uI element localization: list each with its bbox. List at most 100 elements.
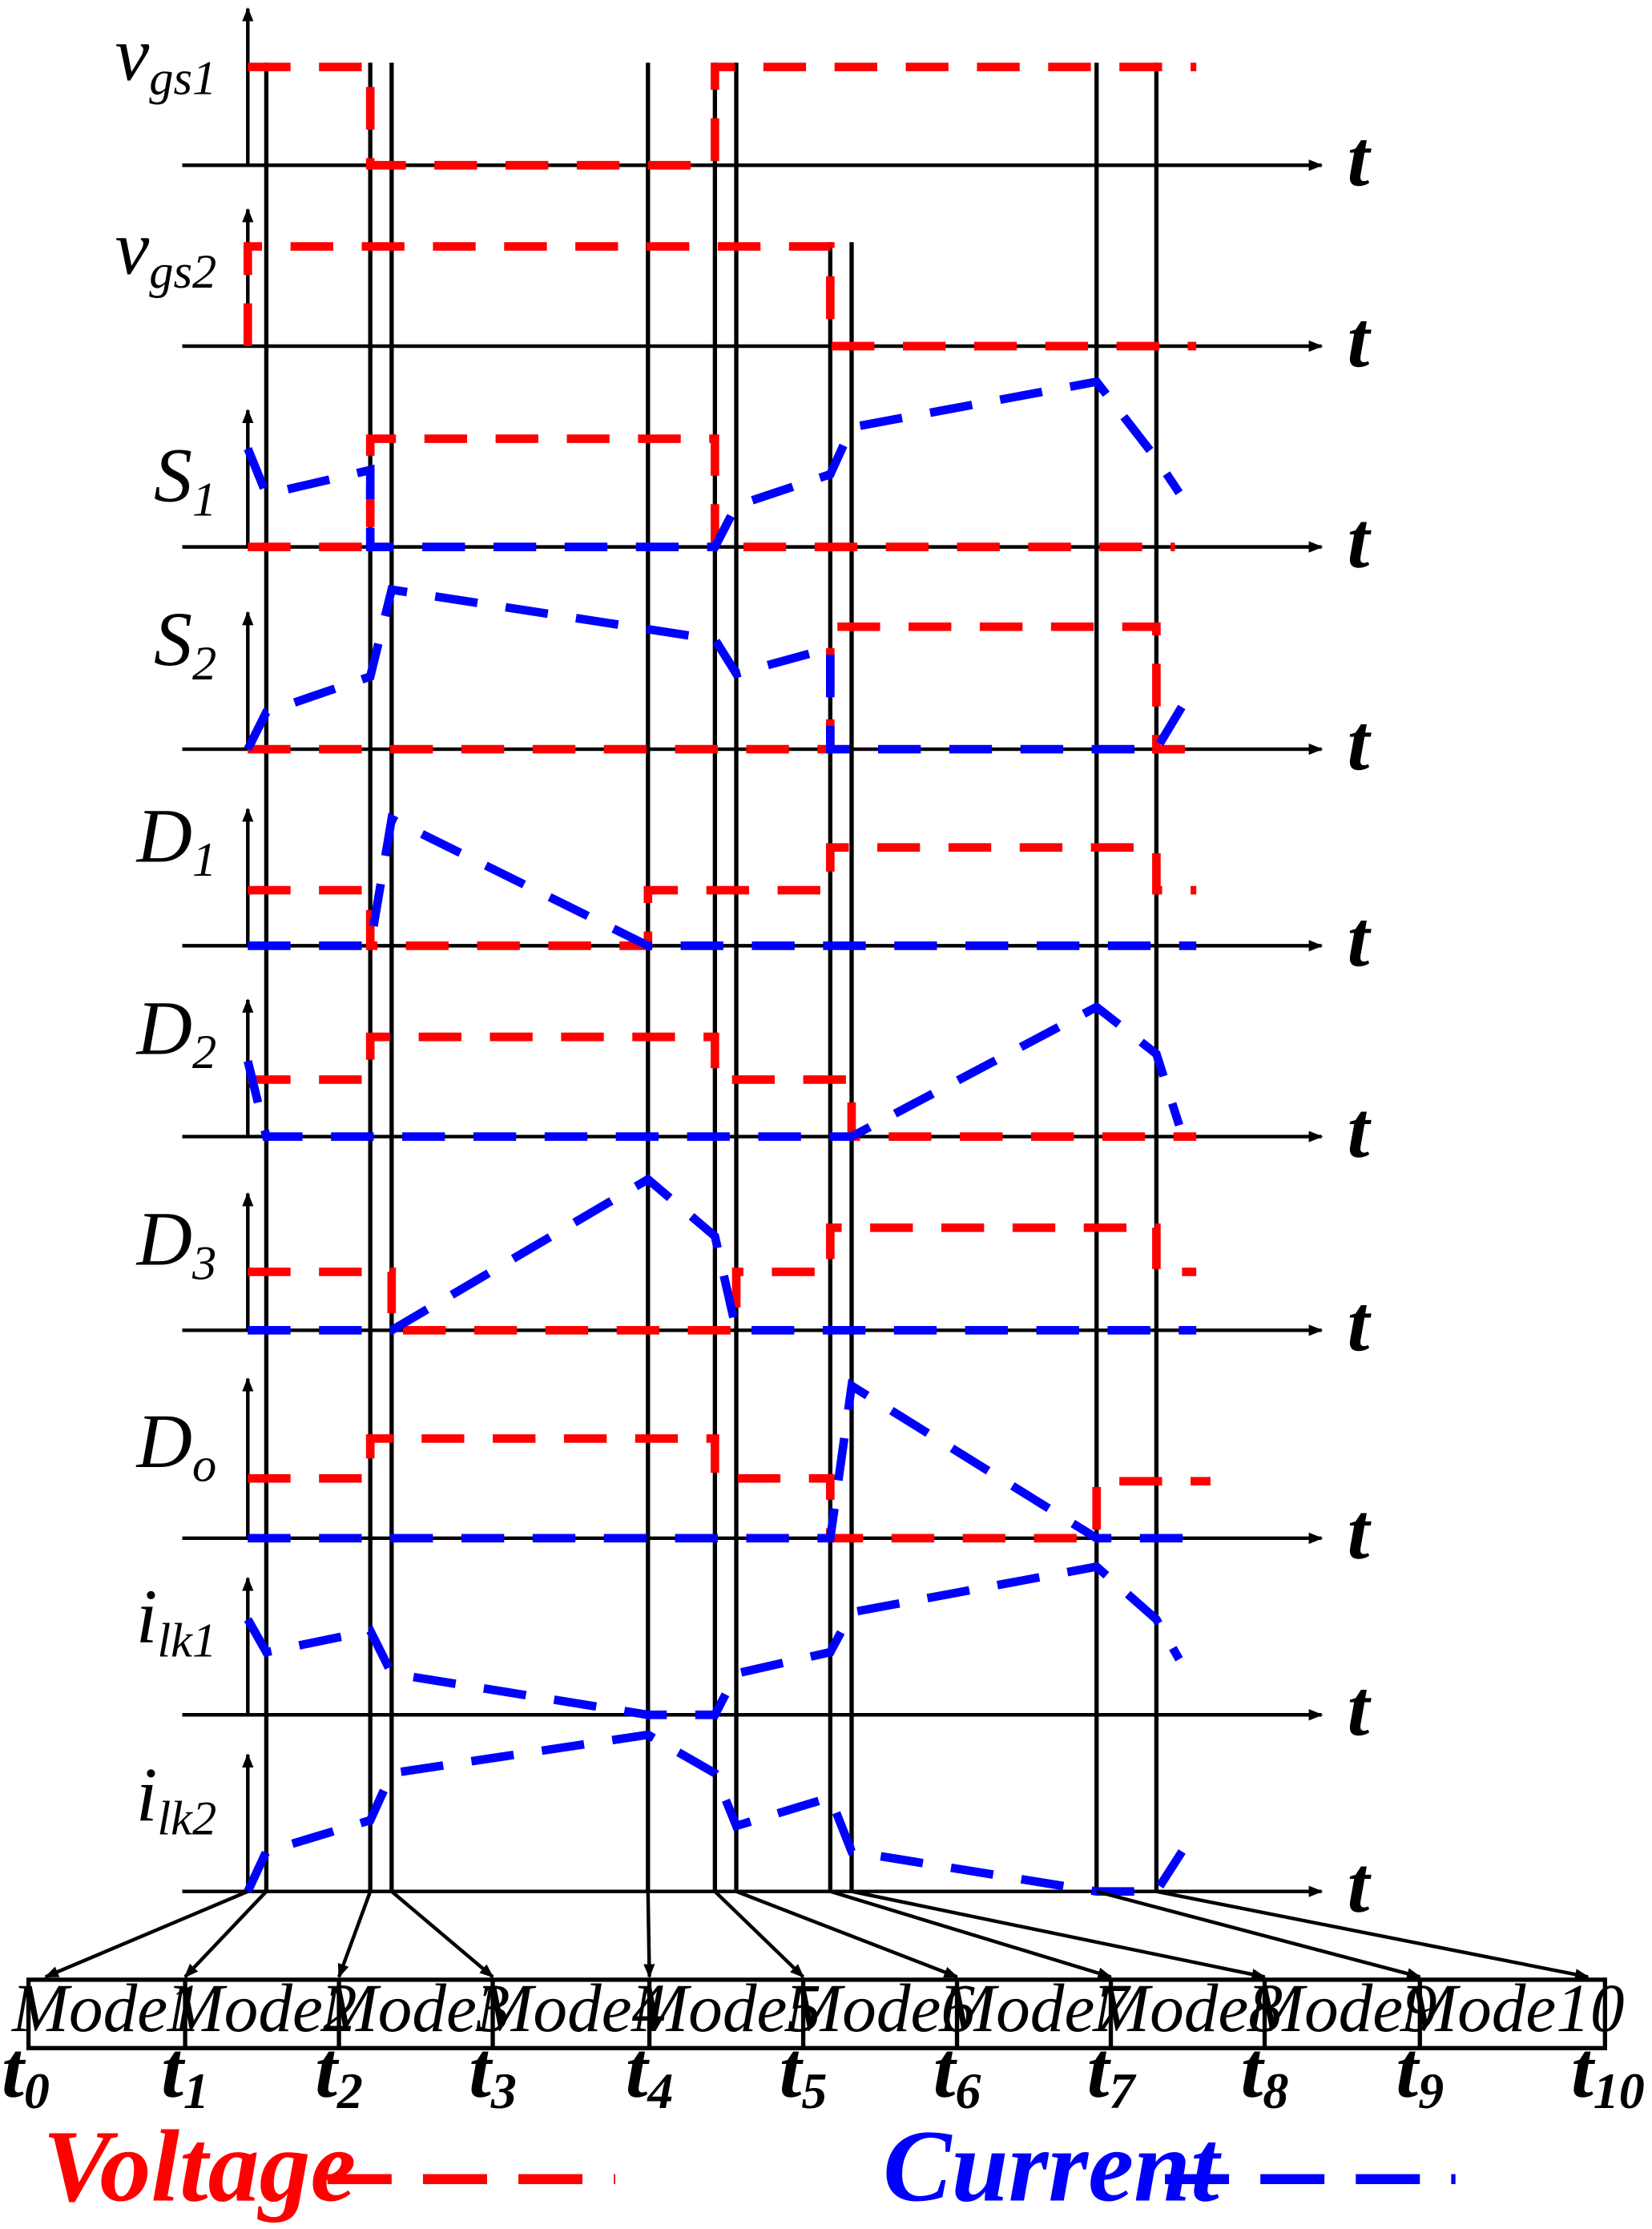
signal-label-base: D	[135, 985, 192, 1070]
time-tick-label: t1	[161, 2025, 209, 2119]
signal-label-base: D	[135, 1196, 192, 1282]
mode-label: Mode10	[1400, 1971, 1625, 2046]
time-tick-base: t	[315, 2025, 340, 2114]
signal-label-subscript: lk2	[157, 1792, 216, 1846]
time-tick-subscript: 2	[336, 2062, 363, 2119]
mode-boundary-arrow	[643, 1891, 655, 1979]
mode-label: Mode9	[1247, 1971, 1437, 2046]
time-tick-subscript: 6	[955, 2062, 981, 2119]
signal-label-subscript: 2	[192, 1026, 216, 1079]
mode-boundary-arrow	[1155, 1889, 1590, 1981]
time-axis-label: t	[1348, 1840, 1372, 1929]
axis-D3: t	[182, 1191, 1372, 1368]
signal-label-subscript: 2	[192, 637, 216, 691]
axis-D1: t	[182, 807, 1372, 983]
axis-vgs2: t	[182, 208, 1372, 384]
D1-current-waveform	[248, 812, 1197, 950]
time-axis-label: t	[1348, 1663, 1372, 1752]
signal-label-subscript: 1	[192, 474, 216, 527]
time-tick-base: t	[780, 2025, 804, 2114]
signal-label-Do: Do	[135, 1398, 217, 1493]
mode-boundary-arrow	[44, 1889, 249, 1979]
time-tick-subscript: 4	[647, 2062, 673, 2119]
D2-current-waveform	[244, 1002, 1183, 1141]
mode-boundary-arrow	[829, 1889, 1113, 1979]
time-tick-base: t	[1396, 2025, 1420, 2114]
time-tick-base: t	[2, 2025, 26, 2114]
time-tick-base: t	[933, 2025, 958, 2114]
time-axis-label: t	[1348, 1487, 1372, 1576]
vgs1-voltage-waveform	[248, 62, 1197, 170]
Do-current-waveform	[248, 1378, 1197, 1543]
S2-current-waveform	[244, 584, 1186, 754]
legend-current-label: Current	[883, 2109, 1222, 2223]
time-tick-subscript: 7	[1109, 2062, 1137, 2119]
time-axis-label: t	[1348, 894, 1372, 983]
axis-S2: t	[182, 611, 1372, 787]
axis-vgs1: t	[182, 6, 1372, 203]
S1-voltage-waveform	[248, 434, 1175, 551]
time-tick-label: t2	[315, 2025, 363, 2119]
mode-boundary-arrow	[390, 1889, 494, 1979]
time-tick-subscript: 1	[183, 2062, 209, 2119]
mode-label: Mode4	[475, 1971, 666, 2046]
axis-S1: t	[182, 409, 1372, 585]
mode-boundary-arrow	[713, 1890, 805, 1978]
signal-label-D3: D3	[135, 1196, 217, 1291]
time-tick-label: t7	[1087, 2025, 1138, 2119]
signal-label-base: v	[115, 204, 150, 290]
signal-label-base: D	[135, 1398, 192, 1484]
signal-label-base: i	[136, 1574, 158, 1659]
signal-label-base: v	[115, 11, 150, 97]
mode-label: Mode8	[1092, 1971, 1283, 2046]
mode-bar: Mode1Mode2Mode3Mode4Mode5Mode6Mode7Mode8…	[2, 1889, 1645, 2119]
signal-label-ilk1: ilk1	[136, 1574, 217, 1668]
time-tick-label: t5	[780, 2025, 828, 2119]
time-axis-label: t	[1348, 698, 1372, 787]
signal-label-vgs1: vgs1	[115, 11, 217, 106]
time-tick-label: t8	[1241, 2025, 1289, 2119]
Do-voltage-waveform	[248, 1434, 1211, 1543]
time-tick-base: t	[1241, 2025, 1266, 2114]
mode-label: Mode7	[938, 1971, 1131, 2046]
time-tick-subscript: 0	[24, 2062, 50, 2119]
axis-ilk2: t	[182, 1753, 1372, 1929]
mode-label: Mode3	[320, 1971, 511, 2046]
time-tick-subscript: 9	[1418, 2062, 1444, 2119]
signal-label-subscript: 1	[192, 833, 216, 887]
time-tick-label: t4	[626, 2025, 674, 2119]
D3-voltage-waveform	[248, 1223, 1197, 1335]
legend-voltage-label: Voltage	[42, 2109, 356, 2223]
mode-label: Mode2	[167, 1971, 357, 2046]
mode-boundary-arrow	[183, 1890, 268, 1978]
time-tick-subscript: 10	[1594, 2062, 1645, 2119]
time-tick-label: t0	[2, 2025, 50, 2119]
mode-boundary-arrow	[336, 1890, 373, 1978]
time-tick-label: t3	[469, 2025, 517, 2119]
waveforms	[243, 62, 1211, 1896]
mode-label: Mode6	[784, 1971, 975, 2046]
time-tick-base: t	[1571, 2025, 1596, 2114]
signal-label-D2: D2	[135, 985, 217, 1079]
signal-label-base: i	[136, 1751, 158, 1837]
time-instant-lines	[264, 62, 1159, 1892]
time-tick-base: t	[469, 2025, 494, 2114]
signal-label-subscript: lk1	[157, 1614, 216, 1667]
S2-voltage-waveform	[248, 622, 1197, 754]
signal-label-base: D	[135, 792, 192, 878]
vgs2-voltage-waveform	[243, 242, 1197, 351]
signal-label-vgs2: vgs2	[115, 204, 217, 299]
time-axis-label: t	[1348, 1085, 1372, 1174]
mode-label: Mode5	[631, 1971, 821, 2046]
signal-label-base: S	[154, 596, 192, 682]
signal-label-ilk2: ilk2	[136, 1751, 217, 1846]
mode-bar-frame	[26, 1977, 1608, 2050]
time-tick-label: t9	[1396, 2025, 1444, 2119]
signal-label-D1: D1	[135, 792, 217, 887]
mode-boundary-arrow	[735, 1889, 959, 1979]
mode-label: Mode1	[11, 1971, 202, 2046]
time-tick-subscript: 8	[1263, 2062, 1288, 2119]
axis-D2: t	[182, 998, 1372, 1174]
